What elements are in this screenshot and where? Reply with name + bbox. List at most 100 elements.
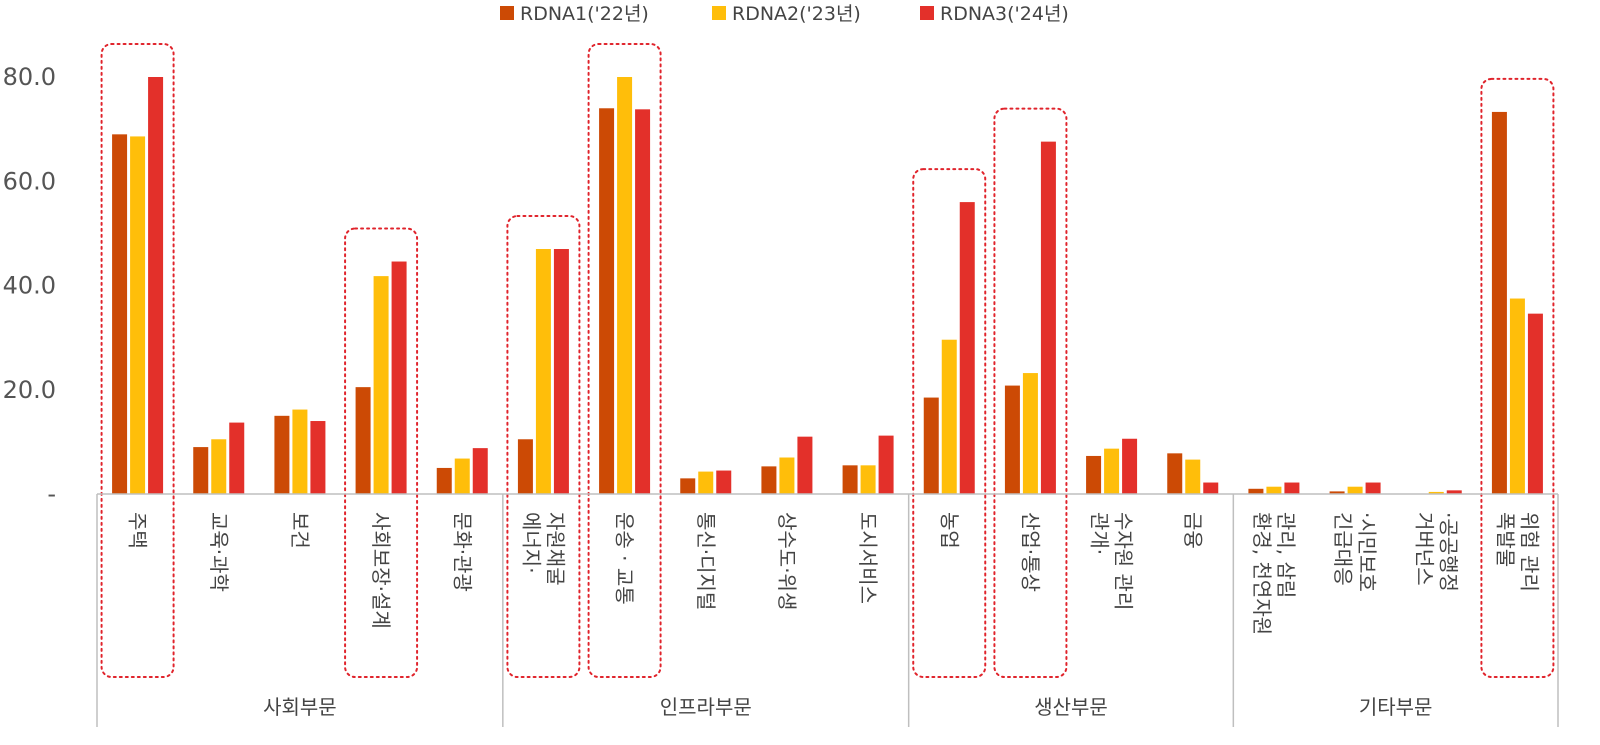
group-label: 기타부문 [1359, 695, 1433, 719]
bar-0-0 [112, 134, 128, 494]
bar-2-6 [635, 109, 651, 494]
highlight-box [587, 43, 662, 678]
category-label: 폭발물위험 관리 [1493, 512, 1541, 592]
legend-swatch-0 [500, 6, 514, 20]
bar-1-9 [860, 465, 876, 494]
bar-2-4 [472, 448, 488, 494]
bar-2-7 [716, 470, 732, 494]
bar-1-14 [1266, 486, 1282, 494]
group-label: 인프라부문 [660, 695, 752, 719]
category-label: 운송 · 교통 [613, 512, 637, 605]
bar-2-2 [310, 421, 326, 494]
y-axis: - 20.0 40.0 60.0 80.0 [3, 63, 56, 508]
bar-0-4 [436, 467, 452, 494]
highlight-box [100, 43, 175, 678]
category-label: 문화·관광 [450, 512, 474, 592]
bar-1-15 [1347, 486, 1363, 494]
highlight-box [993, 107, 1068, 678]
bar-0-9 [842, 465, 858, 494]
bar-0-8 [761, 466, 777, 494]
group-label: 사회부문 [263, 695, 337, 719]
group-labels: 사회부문 인프라부문 생산부문 기타부문 [263, 695, 1432, 719]
bar-2-13 [1203, 482, 1219, 494]
highlight-boxes [100, 43, 1555, 679]
category-label: 에너지·자원채굴 [519, 512, 567, 586]
bar-2-8 [797, 436, 813, 494]
bar-0-12 [1086, 455, 1102, 494]
bar-1-10 [941, 339, 957, 494]
y-tick-label: 80.0 [3, 63, 56, 91]
bar-1-6 [617, 77, 633, 494]
highlight-box [912, 168, 987, 678]
bar-1-17 [1509, 298, 1525, 494]
bar-0-6 [599, 108, 615, 495]
bar-0-2 [274, 415, 290, 494]
bar-1-13 [1185, 459, 1201, 494]
category-label: 금융 [1181, 512, 1205, 549]
bar-2-15 [1365, 482, 1381, 494]
category-label: 거버넌스·공공행정 [1412, 512, 1460, 592]
bar-1-5 [535, 249, 551, 494]
bar-0-15 [1329, 491, 1345, 494]
highlight-box [344, 227, 419, 679]
bar-0-10 [923, 397, 939, 494]
bar-2-16 [1446, 490, 1462, 494]
bar-0-11 [1004, 385, 1020, 494]
bar-2-17 [1527, 313, 1543, 494]
bar-0-5 [517, 439, 533, 494]
bar-1-3 [373, 276, 389, 494]
bar-1-11 [1022, 373, 1038, 494]
bar-1-12 [1104, 448, 1120, 494]
category-label: 사회보장·설계 [369, 512, 393, 629]
bar-2-1 [229, 422, 245, 494]
bar-2-14 [1284, 482, 1300, 494]
y-tick-label: - [47, 480, 56, 508]
category-label: 농업 [937, 512, 961, 549]
y-tick-label: 40.0 [3, 272, 56, 300]
category-label: 환경, 천연자원관리, 삼림 [1250, 512, 1298, 635]
bar-2-9 [878, 435, 894, 494]
legend-label-2: RDNA3('24년) [940, 3, 1069, 25]
bar-1-8 [779, 457, 795, 494]
category-label: 교육·과학 [207, 512, 231, 592]
category-label: 통신·디지털 [694, 512, 718, 610]
bar-2-3 [391, 261, 407, 494]
highlight-box [1480, 77, 1555, 678]
bar-1-0 [130, 136, 146, 495]
bar-0-3 [355, 387, 371, 494]
category-label: 보건 [288, 512, 312, 549]
bar-0-7 [680, 478, 696, 494]
bar-0-13 [1167, 453, 1183, 494]
legend: RDNA1('22년) RDNA2('23년) RDNA3('24년) [500, 3, 1069, 25]
bar-2-11 [1040, 141, 1056, 494]
bar-2-12 [1122, 438, 1138, 494]
legend-label-1: RDNA2('23년) [732, 3, 861, 25]
legend-swatch-2 [920, 6, 934, 20]
y-tick-label: 60.0 [3, 167, 56, 195]
group-label: 생산부문 [1034, 695, 1108, 719]
bars [112, 77, 1543, 495]
bar-1-4 [454, 458, 470, 494]
category-label: 긴급대응·시민보호 [1331, 512, 1379, 592]
category-label: 관개·수자원 관리 [1088, 512, 1136, 610]
category-label: 산업·통상 [1018, 512, 1042, 592]
bar-2-10 [959, 202, 975, 494]
bar-0-1 [193, 447, 209, 494]
category-label: 상수도·위생 [775, 512, 799, 610]
bar-1-7 [698, 471, 714, 494]
y-tick-label: 20.0 [3, 376, 56, 404]
category-label: 도시서비스 [856, 512, 880, 604]
bar-1-1 [211, 439, 227, 494]
highlight-box [506, 215, 581, 678]
category-labels: 주택 교육·과학 보건 사회보장·설계 문화·관광 에너지·자원채굴 운송 · 교통 통신·디… [126, 512, 1542, 635]
x-axis [96, 493, 1559, 727]
bar-0-14 [1248, 488, 1264, 494]
bar-2-5 [553, 249, 569, 494]
bar-0-17 [1491, 111, 1507, 494]
bar-1-16 [1428, 491, 1444, 494]
bar-2-0 [148, 77, 164, 494]
category-label: 주택 [126, 512, 150, 549]
bar-1-2 [292, 409, 308, 494]
legend-label-0: RDNA1('22년) [520, 3, 649, 25]
